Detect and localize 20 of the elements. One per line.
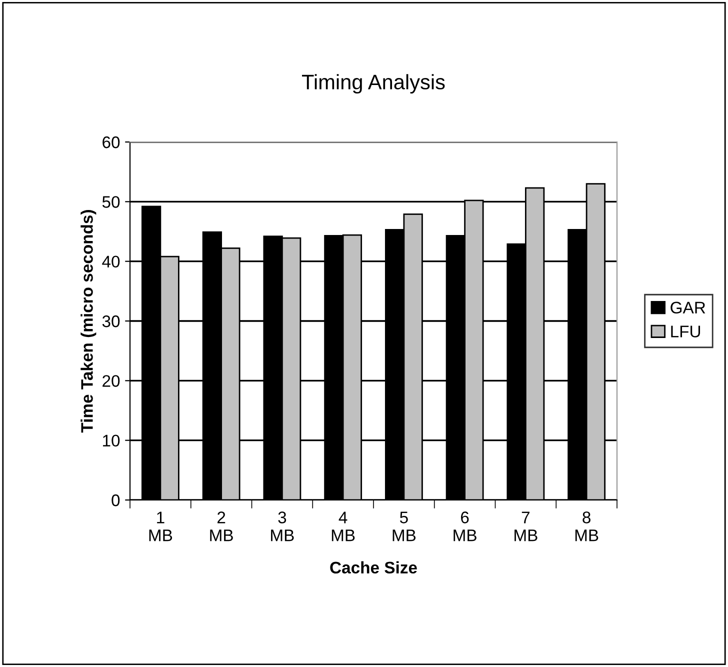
x-tick-label: 5 MB	[392, 512, 416, 542]
x-tick-label: 1 MB	[149, 512, 172, 542]
y-tick-label: 10	[103, 434, 120, 447]
x-tick-label: 4 MB	[332, 512, 355, 542]
y-tick-label: 20	[102, 375, 120, 387]
y-tick-label: 60	[102, 136, 120, 148]
x-tick-label: 7 MB	[514, 512, 538, 542]
x-tick-label: 8 MB	[575, 512, 598, 542]
y-tick-label: 0	[112, 494, 120, 506]
y-axis-title: Time Taken (micro seconds)	[80, 210, 96, 433]
legend-label: LFU	[671, 326, 700, 338]
chart-title: Timing Analysis	[302, 74, 445, 94]
y-tick-label: 40	[102, 256, 120, 268]
x-tick-label: 6 MB	[454, 512, 476, 542]
legend-label: GAR	[670, 302, 706, 314]
y-tick-label: 30	[102, 315, 120, 328]
y-tick-label: 50	[102, 196, 120, 208]
x-axis-title: Cache Size	[330, 561, 417, 574]
x-tick-label: 3 MB	[271, 512, 294, 542]
x-tick-label: 2 MB	[210, 512, 233, 542]
